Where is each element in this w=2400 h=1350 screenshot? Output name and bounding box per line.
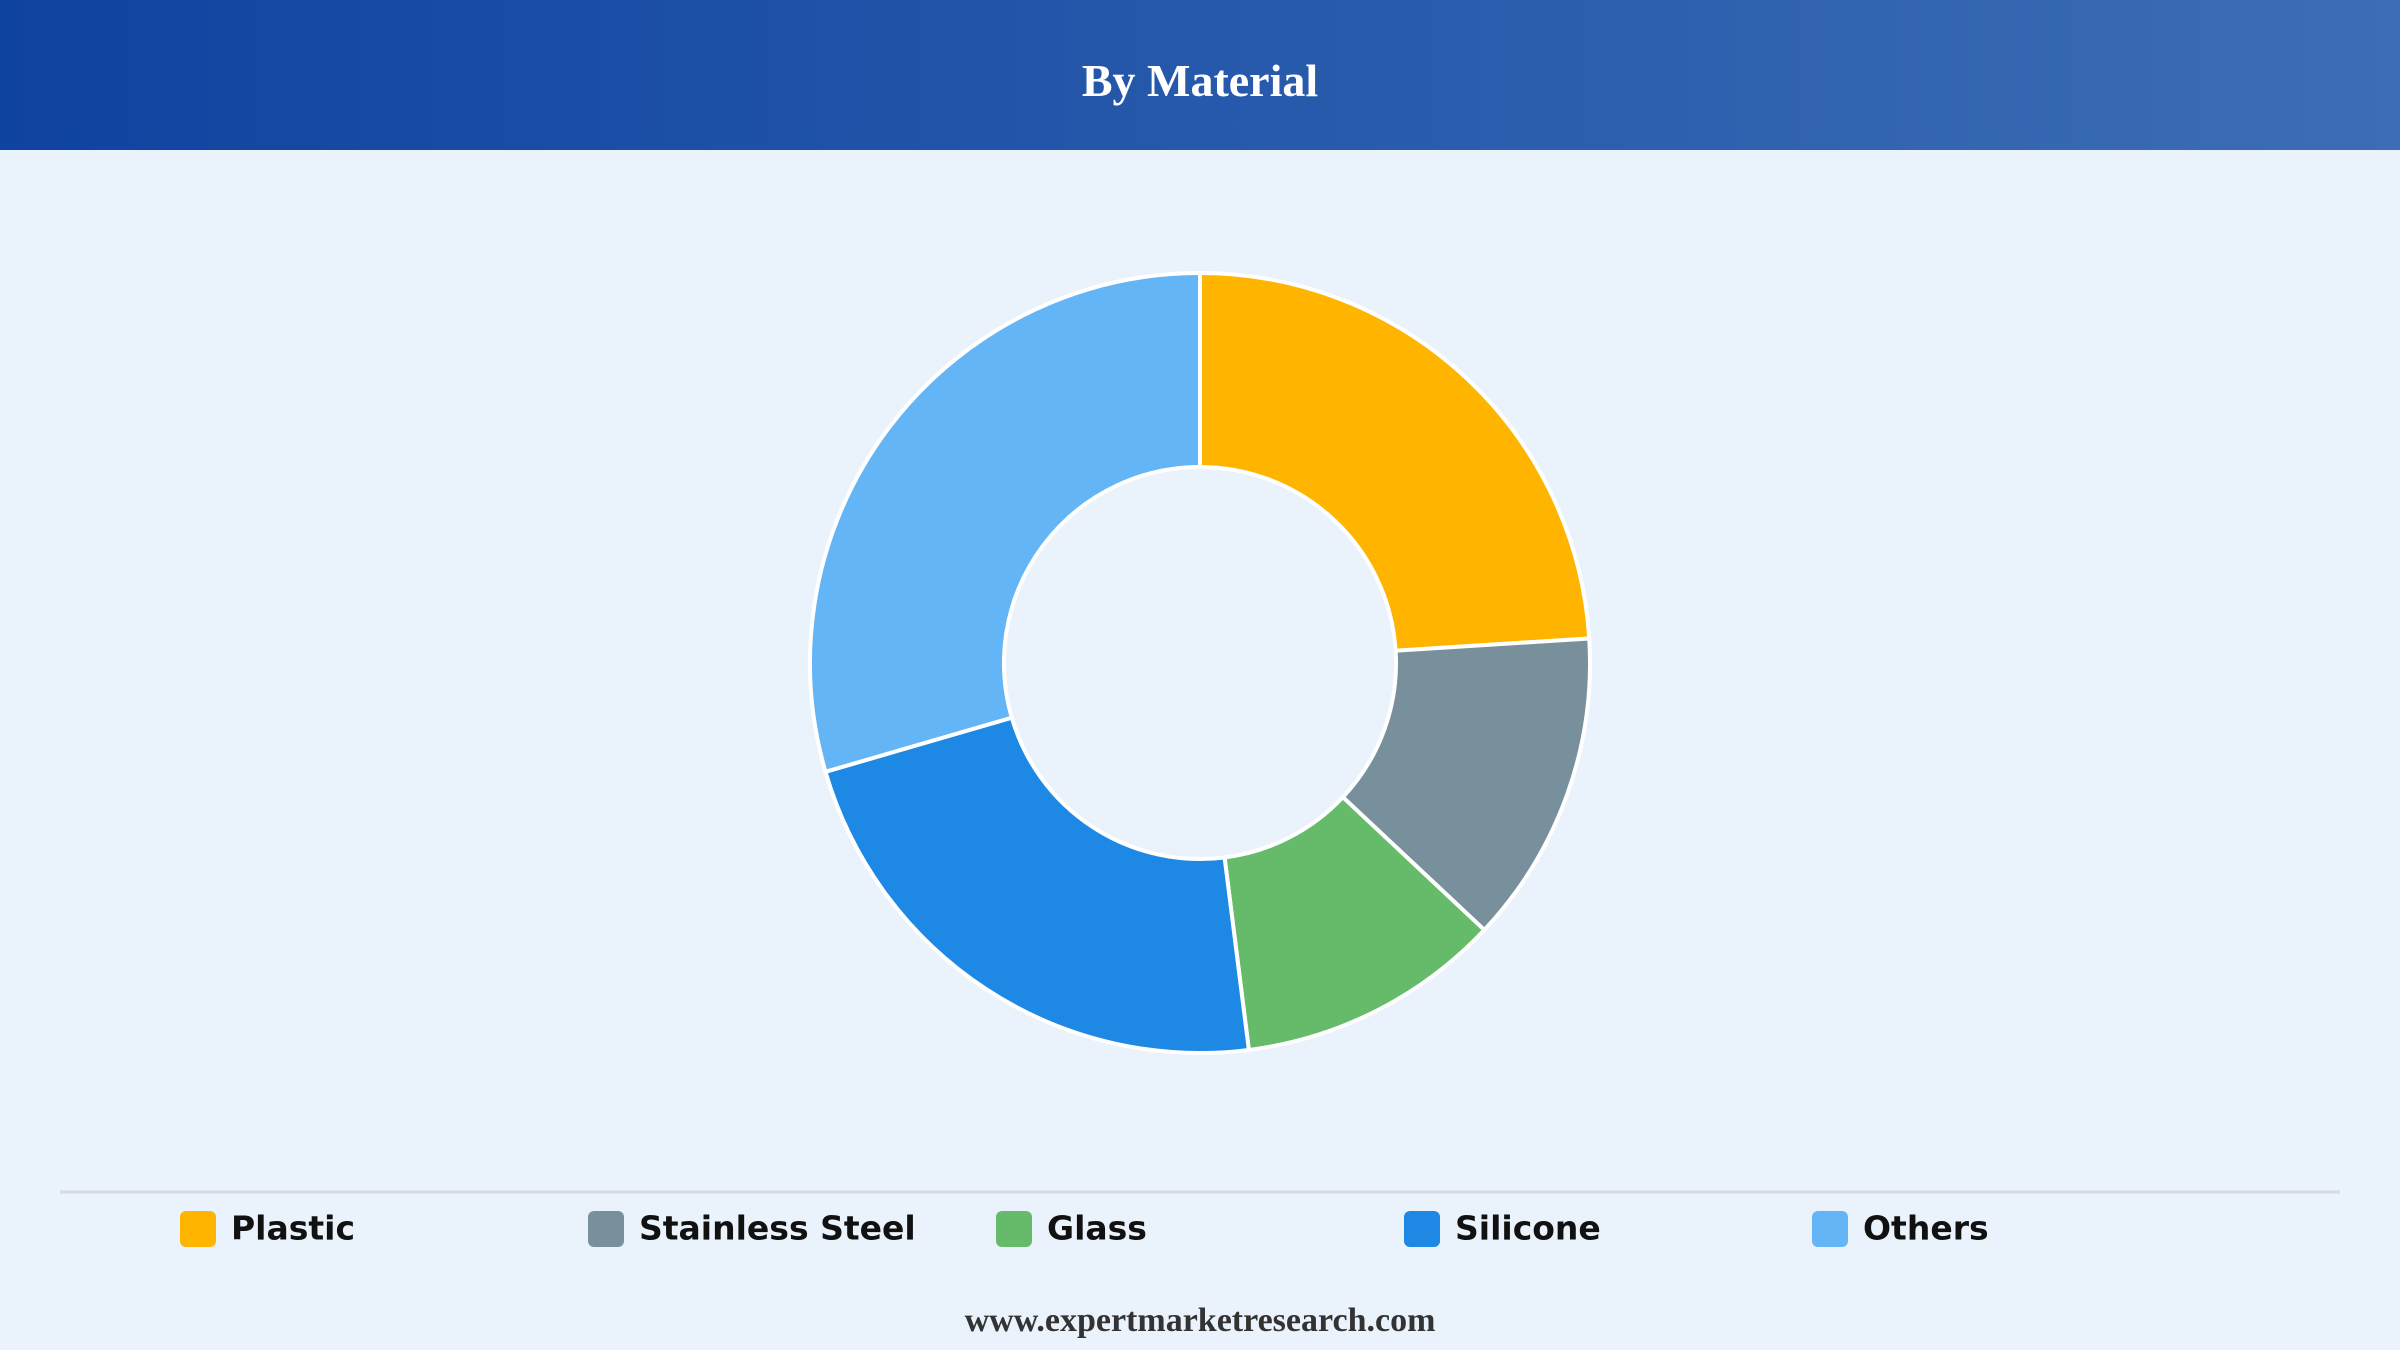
legend-label: Others	[1863, 1209, 1989, 1248]
donut-slice	[1198, 270, 1592, 653]
donut-slice	[1222, 794, 1488, 1053]
header-bar	[0, 0, 2400, 150]
source-text: www.expertmarketresearch.com	[965, 1302, 1436, 1339]
legend-label: Silicone	[1455, 1209, 1601, 1248]
legend-swatch	[588, 1211, 624, 1247]
legend-swatch	[1812, 1211, 1848, 1247]
legend-swatch	[1404, 1211, 1440, 1247]
legend-label: Glass	[1047, 1209, 1147, 1248]
donut-slice	[1340, 636, 1592, 933]
legend-swatch	[180, 1211, 216, 1247]
legend-swatch	[996, 1211, 1032, 1247]
chart-title: By Material	[1082, 55, 1318, 106]
legend-label: Stainless Steel	[639, 1209, 916, 1248]
donut-slice	[823, 715, 1252, 1055]
legend-label: Plastic	[231, 1209, 355, 1248]
donut-slice	[808, 270, 1202, 775]
